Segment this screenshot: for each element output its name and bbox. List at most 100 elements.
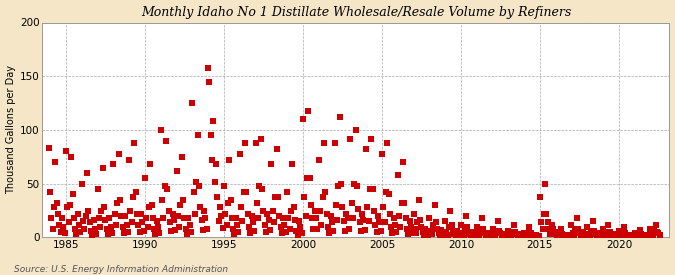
Point [570,227,581,231]
Point [249,229,260,233]
Point [495,231,506,235]
Point [565,234,576,238]
Point [179,216,190,220]
Point [312,227,323,231]
Point [591,233,602,238]
Point [353,207,364,212]
Point [273,194,284,199]
Point [449,232,460,236]
Point [466,234,477,238]
Point [130,190,141,194]
Point [634,228,645,232]
Point [344,227,354,231]
Point [618,231,628,235]
Point [58,224,69,229]
Point [90,227,101,231]
Point [303,108,314,113]
Point [400,216,411,220]
Point [71,232,82,236]
Point [328,229,339,233]
Point [208,119,219,123]
Point [310,216,321,220]
Point [375,229,386,233]
Point [491,229,502,233]
Point [327,220,338,225]
Point [100,218,111,222]
Point [304,176,315,180]
Point [624,234,634,238]
Point [398,160,408,164]
Point [346,201,357,205]
Point [571,216,582,220]
Point [108,162,119,167]
Point [448,229,458,233]
Point [572,227,583,231]
Point [594,231,605,235]
Point [150,232,161,236]
Point [579,232,590,236]
Point [99,205,109,210]
Point [300,214,311,218]
Point [88,218,99,222]
Point [589,229,599,233]
Point [153,224,163,229]
Point [270,194,281,199]
Point [178,198,188,202]
Point [437,231,448,235]
Point [508,222,519,227]
Point [144,205,155,210]
Point [274,214,285,218]
Point [578,230,589,234]
Point [201,227,212,231]
Point [516,233,527,238]
Point [172,214,183,218]
Point [248,220,259,225]
Point [389,222,400,227]
Point [334,115,345,119]
Point [349,182,360,186]
Point [298,117,308,122]
Point [479,231,490,235]
Point [630,234,641,238]
Point [450,234,461,238]
Point [640,234,651,238]
Point [284,227,295,231]
Point [643,234,653,238]
Point [510,230,520,234]
Point [184,222,195,227]
Point [287,162,298,167]
Point [416,224,427,229]
Point [468,232,479,236]
Point [271,147,282,152]
Point [51,201,62,205]
Point [504,233,515,238]
Point [472,231,483,235]
Point [605,232,616,236]
Point [125,208,136,213]
Point [59,231,70,235]
Point [158,216,169,220]
Point [341,211,352,216]
Point [309,208,320,213]
Point [474,233,485,238]
Point [404,219,415,224]
Point [53,211,63,216]
Point [388,216,399,220]
Point [497,234,508,238]
Point [45,190,55,194]
Point [137,220,148,225]
Point [335,182,346,186]
Point [478,227,489,231]
Point [157,198,167,202]
Point [194,184,205,188]
Point [539,211,549,216]
Point [520,233,531,238]
Point [126,220,137,225]
Point [226,216,237,220]
Point [333,184,344,188]
Point [176,155,187,159]
Point [97,165,108,170]
Point [242,211,253,216]
Point [525,231,536,235]
Point [379,220,390,225]
